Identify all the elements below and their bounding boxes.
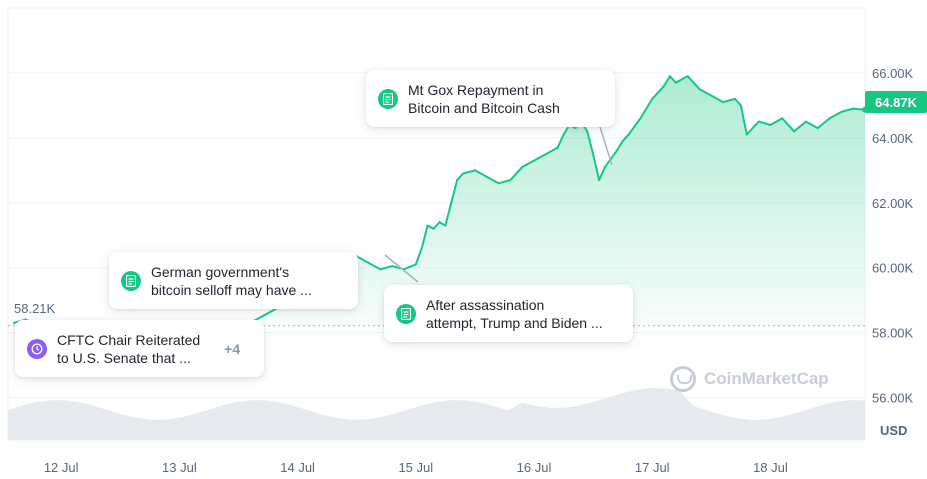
price-line-segment [757,120,772,126]
y-tick-label: 64.00K [872,131,914,146]
price-line-segment [733,97,742,107]
price-line-segment [663,75,671,87]
price-line-segment [586,130,595,156]
price-line-segment [710,94,725,104]
event-title-line1: German government's [151,263,290,280]
event-title-line2: attempt, Trump and Biden ... [426,314,603,331]
event-card-german-government[interactable]: German government's bitcoin selloff may … [109,252,358,309]
y-tick-label: 60.00K [872,261,914,276]
y-tick-label: 56.00K [872,391,914,406]
price-line-segment [509,166,524,182]
coinmarketcap-logo-icon [670,366,696,392]
price-line-segment [840,107,855,113]
price-line-segment [668,75,677,84]
document-icon [396,303,416,324]
price-line-segment [402,263,417,271]
price-line-segment [722,97,736,104]
volume-area [8,388,865,440]
price-line-segment [698,88,713,97]
price-line-segment [473,169,488,178]
price-line-segment [261,308,275,318]
price-line-segment [533,153,547,162]
y-tick-label: 62.00K [872,196,914,211]
price-line-segment [438,221,447,227]
watermark-text: CoinMarketCap [704,369,829,388]
event-card-assassination-attempt[interactable]: After assassination attempt, Trump and B… [384,285,633,342]
price-line-segment [816,117,831,130]
event-title-line1: Mt Gox Repayment in [408,81,544,98]
price-line-segment [544,146,559,156]
price-line-segment [450,179,459,204]
price-line-segment [739,104,748,136]
price-line-segment [414,247,423,266]
event-title-line1: CFTC Chair Reiterated [57,331,201,348]
x-tick-label: 17 Jul [635,460,670,475]
price-line-segment [769,117,784,126]
event-title-line2: Bitcoin and Bitcoin Cash [408,99,560,116]
current-price-tag: 64.87K [865,91,927,113]
more-events-count[interactable]: +4 [224,340,241,357]
price-line-segment [456,172,465,182]
price-area [13,76,866,326]
price-line-segment [426,224,435,230]
reference-price-label: 58.21K [14,301,56,316]
price-line-segment [497,179,512,185]
event-connector-line [599,126,613,166]
currency-label: USD [880,423,907,438]
price-line-segment [793,120,807,133]
watermark: CoinMarketCap [670,366,829,392]
event-card-mt-gox[interactable]: Mt Gox Repayment in Bitcoin and Bitcoin … [366,70,615,127]
x-tick-label: 15 Jul [398,460,433,475]
price-line-segment [592,153,601,182]
x-tick-label: 13 Jul [162,460,197,475]
price-line-segment [444,201,453,227]
clock-icon [27,338,47,359]
price-line-segment [674,75,689,84]
x-tick-label: 14 Jul [280,460,315,475]
y-tick-label: 66.00K [872,66,914,81]
price-line-segment [828,110,843,120]
document-icon [378,88,398,109]
price-line-segment [598,166,606,182]
price-line-segment [432,221,441,230]
price-line-segment [521,159,536,169]
x-tick-label: 18 Jul [753,460,788,475]
price-line-segment [621,133,630,143]
price-line-segment [485,175,500,185]
event-title-line1: After assassination [426,296,545,313]
price-line-segment [745,120,760,136]
price-line-segment [379,265,394,271]
price-line-segment [686,75,701,91]
price-line-segment [627,117,642,136]
price-line-segment [781,117,796,133]
price-line-segment [462,169,476,175]
price-line-segment [804,120,819,130]
price-line-segment [355,255,370,264]
price-line-segment [367,261,382,271]
price-line-segment [615,140,624,152]
price-line-segment [651,84,666,100]
event-title-line2: to U.S. Senate that ... [57,349,191,366]
x-tick-label: 12 Jul [44,460,79,475]
event-title-line2: bitcoin selloff may have ... [151,281,312,298]
price-line-segment [639,97,654,120]
x-tick-label: 16 Jul [517,460,552,475]
price-line-segment [556,133,565,149]
document-icon [121,270,141,291]
y-tick-label: 58.00K [872,326,914,341]
event-card-cftc-chair[interactable]: CFTC Chair Reiterated to U.S. Senate tha… [15,320,264,377]
event-connector-line [384,254,419,283]
price-line-segment [420,224,429,250]
